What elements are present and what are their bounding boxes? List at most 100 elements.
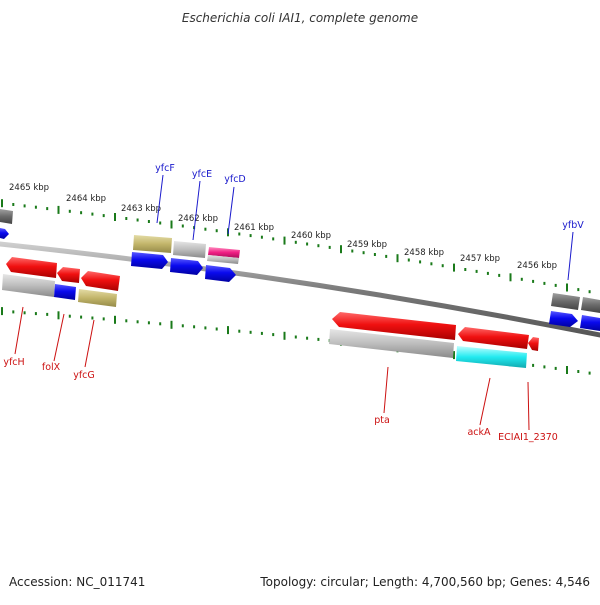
gene-label-yfcd: yfcD [224,174,246,185]
minor-tick [464,268,467,271]
minor-tick [306,336,309,340]
gene-feature [549,311,578,327]
gene-feature [6,257,57,278]
major-tick [340,245,342,254]
minor-tick [159,322,162,326]
leader-line [383,366,389,414]
major-tick [114,315,116,324]
minor-tick [159,221,162,225]
topology-text: Topology: circular; Length: 4,700,560 bp… [259,575,590,589]
minor-tick [260,235,263,239]
gene-feature [458,327,529,349]
major-tick [396,254,399,263]
gene-label-pta: pta [374,415,390,426]
gene-label-yfch: yfcH [3,357,24,368]
minor-tick [317,244,320,248]
tick-label: 2459 kbp [347,240,387,250]
minor-tick [238,329,241,333]
minor-tick [532,363,535,367]
minor-tick [577,370,580,373]
accession-text: Accession: NC_011741 [9,575,145,589]
minor-tick [294,240,297,244]
upper-tick-track [1,199,591,294]
minor-tick [136,320,139,324]
gene-feature [131,252,168,269]
minor-tick [554,366,557,370]
gene-label-acka: ackA [467,427,491,438]
gene-feature [581,297,600,313]
minor-tick [260,331,263,335]
minor-tick [204,227,207,231]
major-tick [1,199,3,208]
gene-features-upper [0,209,600,331]
minor-tick [147,220,150,223]
minor-tick [577,288,580,292]
leader-line [527,381,530,431]
gene-feature [170,258,203,275]
tick-labels: 2465 kbp 2464 kbp 2463 kbp 2462 kbp 2461… [9,183,557,271]
minor-tick [23,204,26,208]
genome-backbone [0,241,600,338]
minor-tick [249,234,252,238]
gene-feature [81,271,120,291]
major-tick [170,320,173,329]
gene-labels-bottom: yfcH folX yfcG pta ackA ECIAI1_2370 [3,357,558,443]
gene-feature [54,284,76,300]
minor-tick [68,314,71,318]
gene-labels-top: yfcF yfcE yfcD yfbV [155,163,584,231]
minor-tick [294,335,297,339]
tick-label: 2458 kbp [404,248,444,258]
tick-label: 2456 kbp [517,261,557,271]
gene-feature [207,255,239,264]
leader-line [53,313,65,362]
gene-feature [528,337,539,351]
leader-line [156,174,164,224]
minor-tick [498,273,501,277]
tick-label: 2461 kbp [234,223,274,233]
minor-tick [362,251,365,255]
major-tick [509,273,512,282]
minor-tick [147,321,150,325]
minor-tick [520,277,523,281]
minor-tick [588,290,591,294]
minor-tick [102,317,105,321]
major-tick [283,331,286,340]
minor-tick [532,279,535,283]
minor-tick [80,211,83,215]
major-tick [57,205,60,214]
leader-lines-bottom [14,306,530,431]
gene-feature [78,289,117,307]
gene-label-yfcg: yfcG [73,370,95,381]
minor-tick [215,327,218,331]
major-tick [1,307,3,316]
gene-feature [133,235,172,253]
minor-tick [181,324,184,328]
leader-lines-top [156,174,574,281]
leader-line [192,180,201,241]
major-tick [453,351,455,360]
minor-tick [23,311,26,315]
minor-tick [272,237,275,241]
minor-tick [430,262,433,266]
minor-tick [91,316,94,320]
minor-tick [306,242,309,246]
minor-tick [486,271,489,275]
minor-tick [125,319,128,323]
minor-tick [80,315,83,319]
major-tick [566,283,568,292]
gene-feature [456,346,527,368]
major-tick [227,326,229,335]
gene-feature [580,315,600,331]
minor-tick [249,330,252,334]
tick-label: 2457 kbp [460,254,500,264]
major-tick [566,366,568,374]
leader-line [479,377,491,426]
minor-tick [34,205,37,209]
minor-tick [272,333,275,337]
gene-feature [0,228,9,239]
gene-feature [2,274,55,297]
minor-tick [385,254,388,258]
gene-feature [0,209,13,224]
tick-label: 2463 kbp [121,204,161,214]
